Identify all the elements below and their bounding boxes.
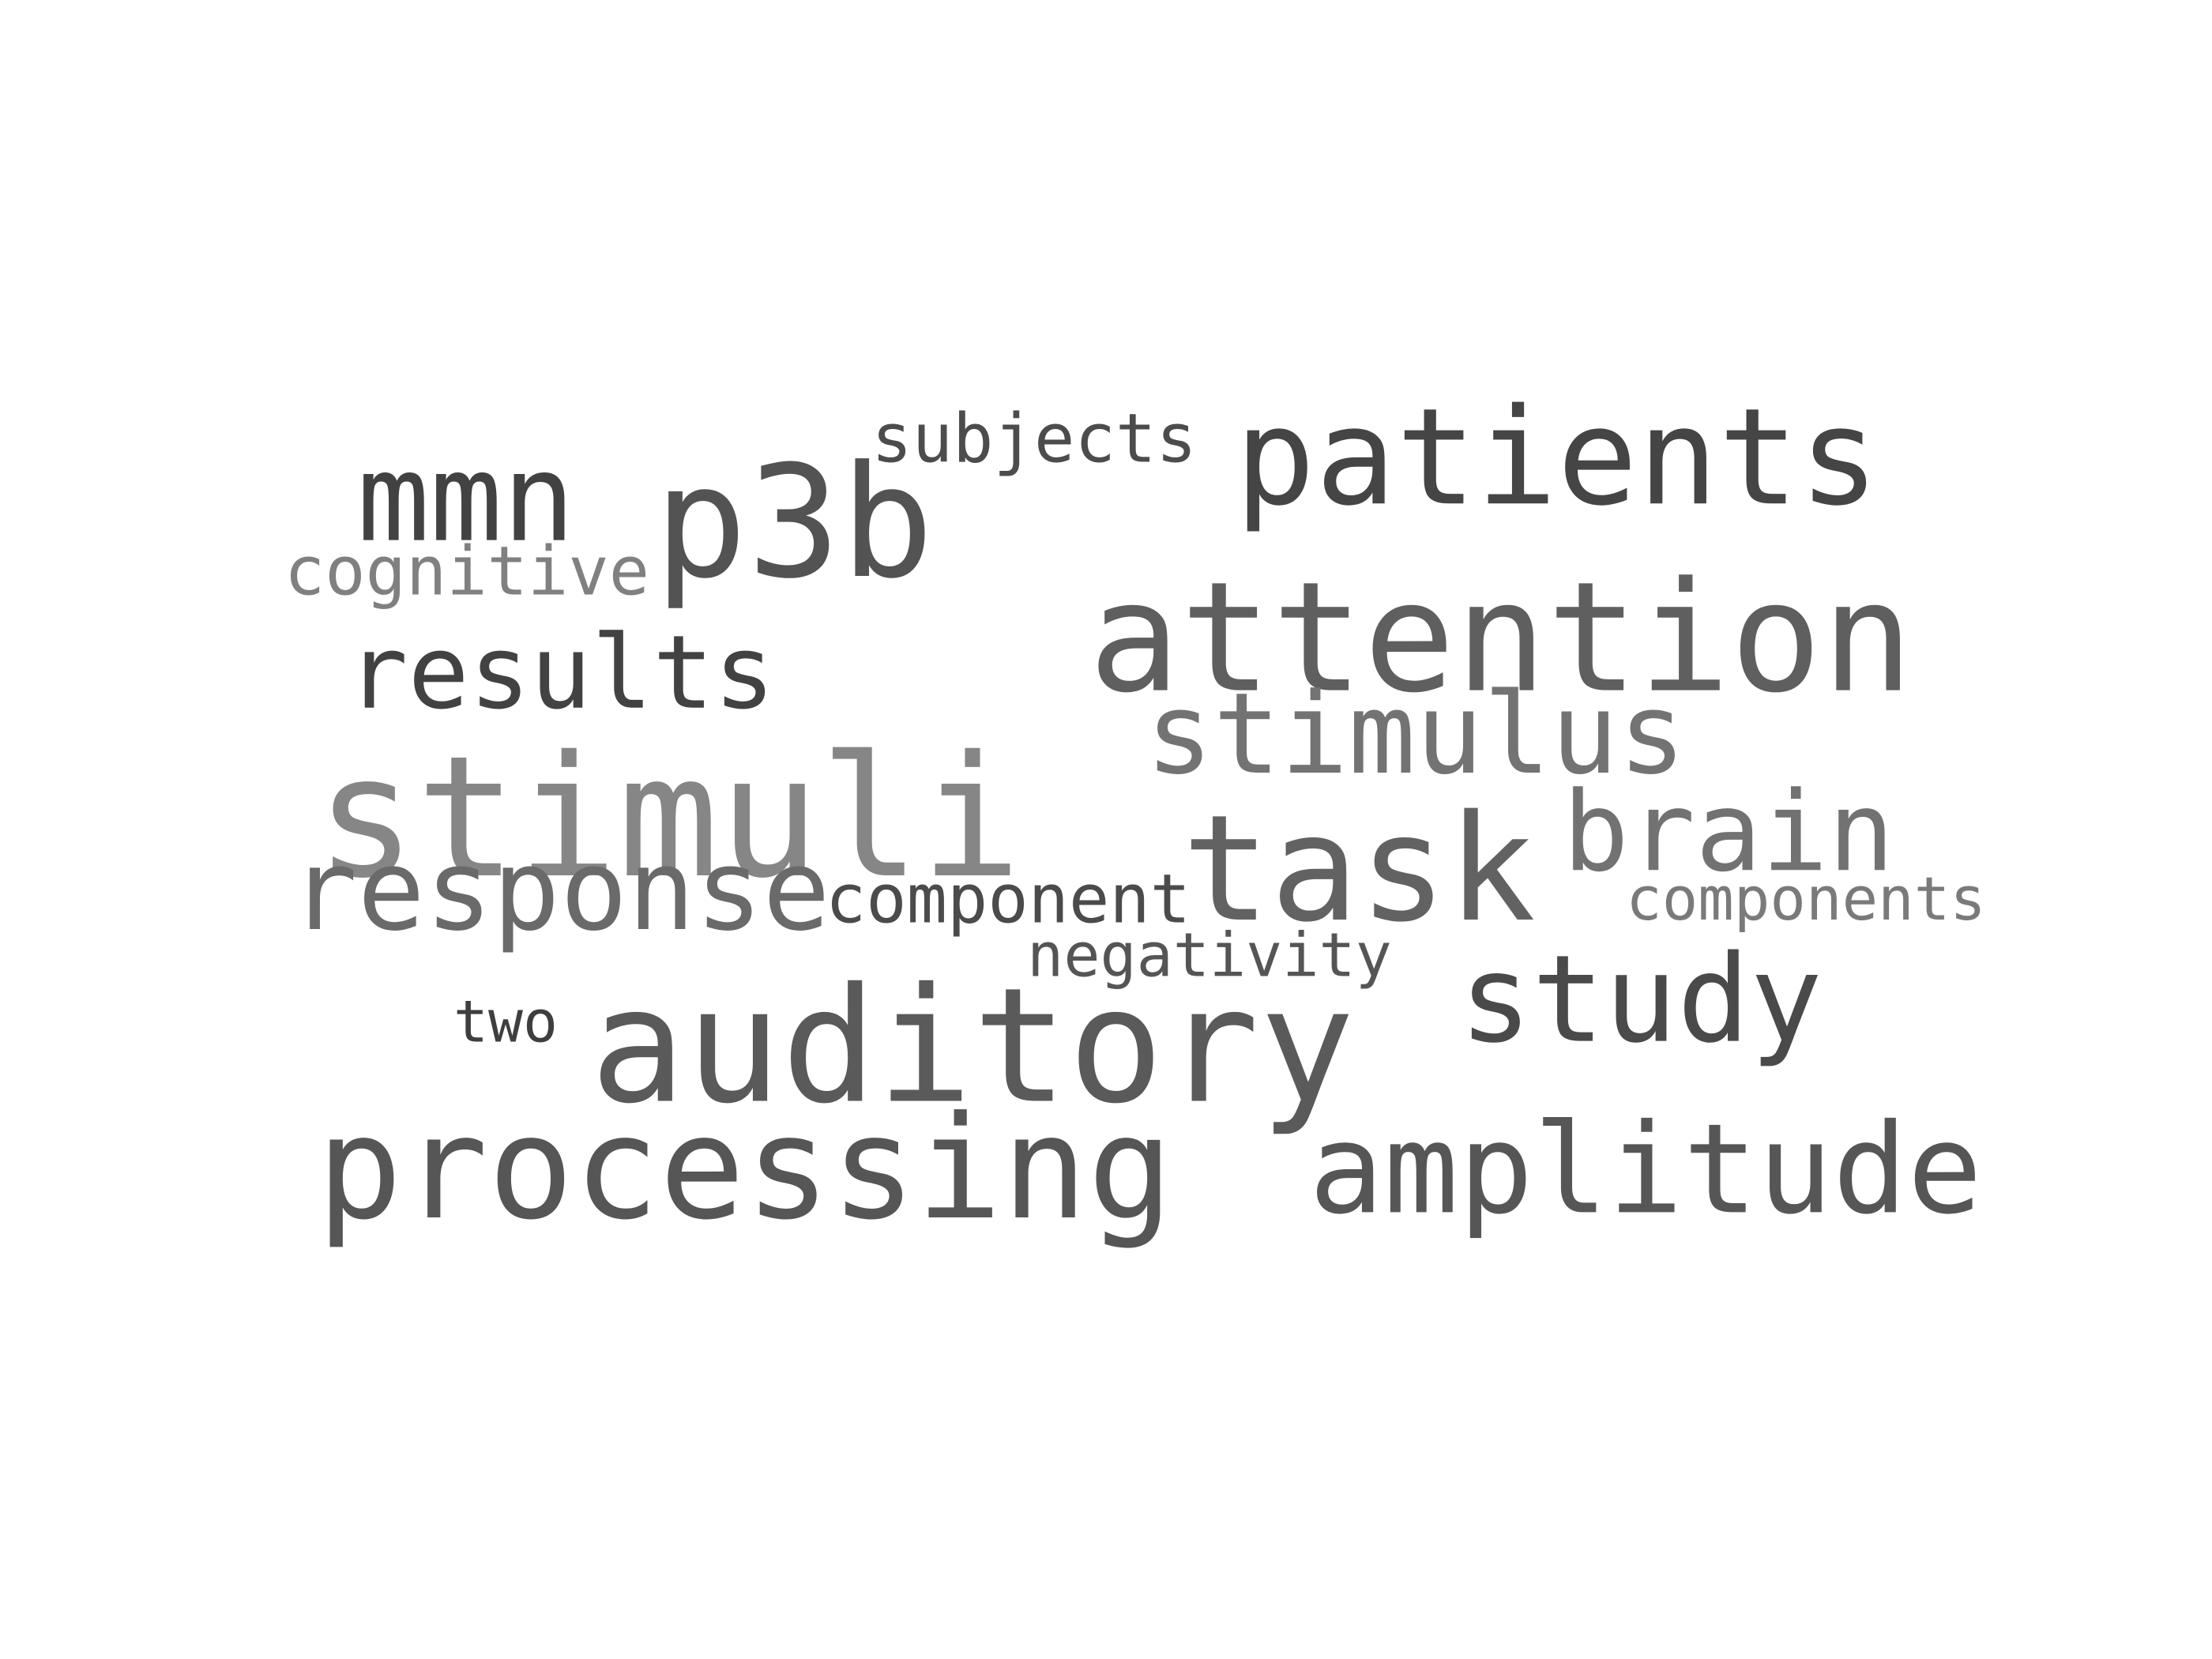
word-task: task (1182, 783, 1536, 954)
word-auditory: auditory (589, 954, 1356, 1139)
word-study: study (1459, 929, 1823, 1070)
word-cognitive: cognitive (284, 532, 650, 611)
word-results: results (347, 614, 775, 732)
word-two: two (453, 988, 559, 1056)
word-patients: patients (1235, 379, 1879, 536)
word-components: components (1626, 864, 1986, 935)
word-processing: processing (316, 1085, 1174, 1251)
word-mmn: mmn (357, 428, 575, 570)
word-subjects: subjects (871, 400, 1197, 479)
word-response: response (290, 826, 830, 956)
word-attention: attention (1088, 549, 1914, 727)
word-p3b: p3b (653, 433, 935, 613)
word-stimuli: stimuli (315, 720, 1021, 916)
word-amplitude: amplitude (1308, 1097, 1983, 1243)
word-brain: brain (1563, 768, 1894, 897)
word-stimulus: stimulus (1146, 669, 1686, 799)
word-component: component (825, 860, 1191, 939)
word-negativity: negativity (1027, 920, 1392, 991)
